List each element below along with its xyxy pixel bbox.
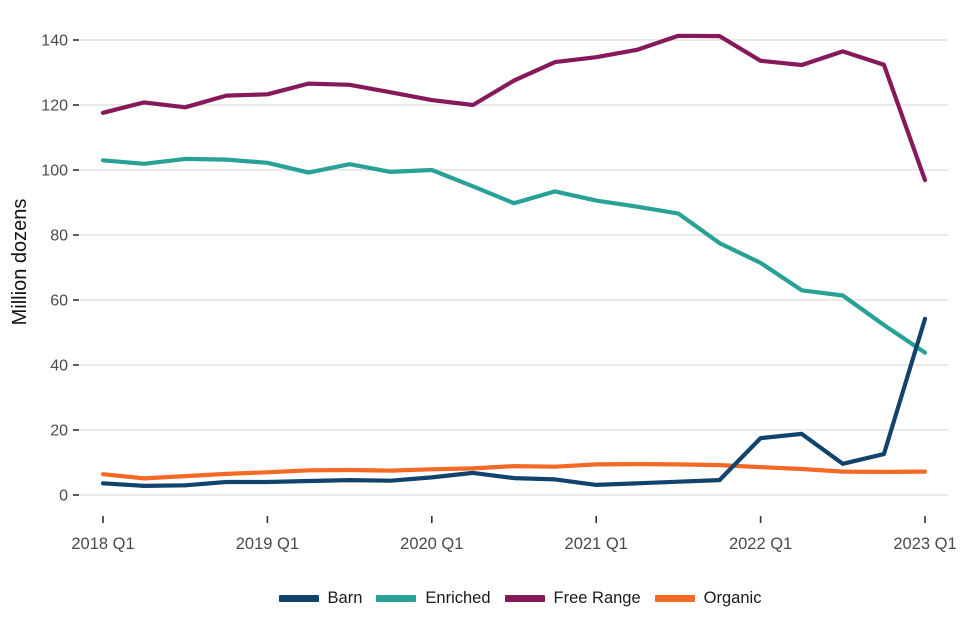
legend-label: Barn (327, 589, 363, 607)
legend-swatch-free-range (504, 595, 545, 602)
legend-label: Enriched (425, 589, 491, 607)
legend-item-enriched: Enriched (376, 589, 491, 608)
x-tick-label: 2019 Q1 (236, 535, 299, 553)
x-tick-label: 2023 Q1 (893, 535, 956, 553)
y-tick-label: 20 (50, 423, 68, 440)
legend-swatch-enriched (376, 595, 417, 602)
y-tick-label: 100 (41, 163, 68, 180)
y-tick-label: 40 (50, 358, 68, 375)
line-series-enriched (100, 156, 928, 355)
y-tick-label: 120 (41, 98, 68, 115)
x-tick-label: 2022 Q1 (729, 535, 792, 553)
legend-item-organic: Organic (654, 589, 762, 608)
y-tick-label: 80 (50, 228, 68, 245)
y-tick-label: 0 (59, 488, 68, 505)
line-series-organic (100, 462, 928, 481)
legend-label: Organic (703, 589, 762, 607)
legend-label: Free Range (553, 589, 641, 607)
line-series-free-range (100, 33, 928, 183)
y-tick-label: 60 (50, 293, 68, 310)
chart-legend: Barn Enriched Free Range Organic (0, 589, 960, 608)
legend-item-barn: Barn (278, 589, 363, 608)
legend-swatch-organic (654, 595, 695, 602)
legend-item-free-range: Free Range (504, 589, 641, 608)
y-tick-label: 140 (41, 33, 68, 50)
legend-swatch-barn (278, 595, 319, 602)
y-axis-title: Million dozens (9, 199, 31, 326)
line-series-barn (100, 316, 928, 488)
x-tick-label: 2020 Q1 (400, 535, 463, 553)
chart-canvas: 0 20 40 60 80 100 120 140 2018 Q1 2019 Q1 2020 Q1 2… (9, 33, 957, 554)
x-tick-label: 2021 Q1 (565, 535, 628, 553)
x-tick-label: 2018 Q1 (71, 535, 134, 553)
